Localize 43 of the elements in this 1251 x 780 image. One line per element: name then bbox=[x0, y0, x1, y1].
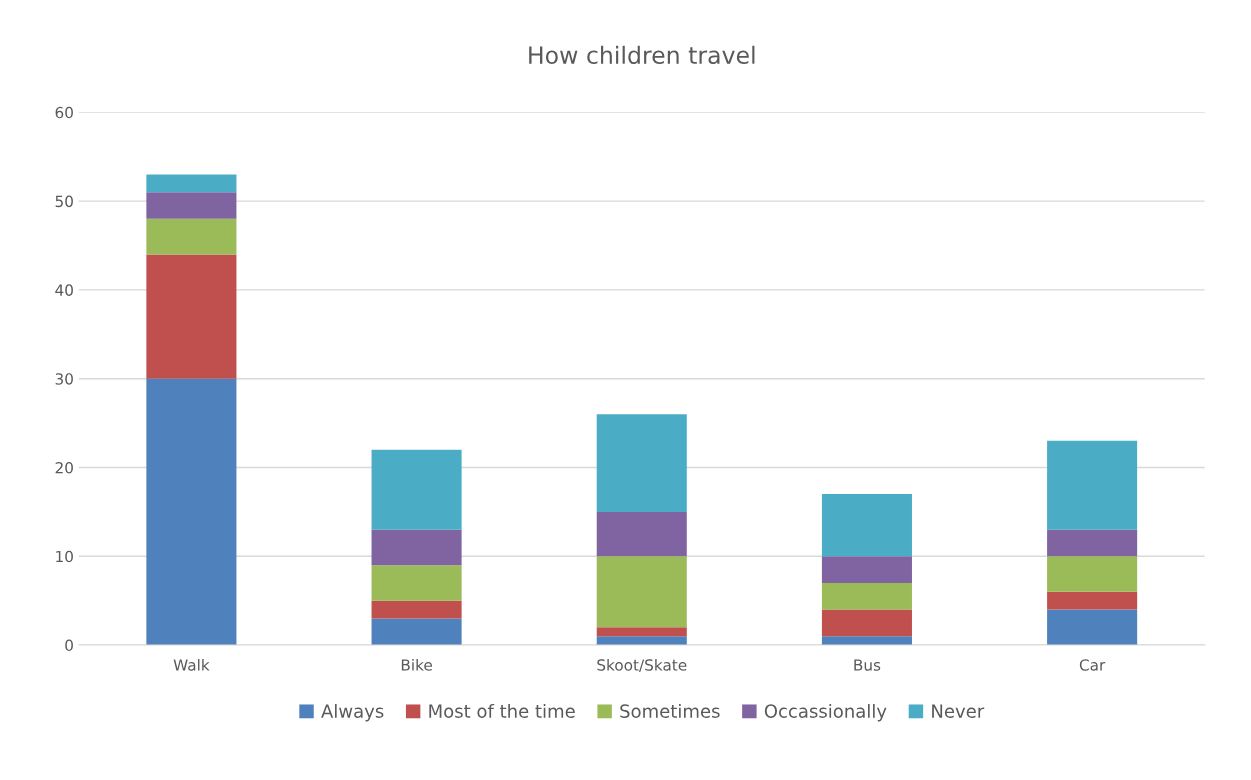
bar bbox=[596, 414, 687, 512]
bar bbox=[1047, 556, 1138, 592]
bar bbox=[371, 600, 462, 619]
bar bbox=[596, 511, 687, 557]
x-tick-label: Bike bbox=[401, 658, 432, 671]
bar bbox=[146, 254, 237, 379]
bar bbox=[1047, 529, 1138, 557]
x-tick-label: Skoot/Skate bbox=[597, 658, 687, 672]
bar bbox=[596, 556, 687, 628]
legend-label: Always bbox=[321, 703, 384, 722]
x-tick-label: Bus bbox=[854, 659, 881, 671]
bar bbox=[146, 378, 237, 646]
y-tick-label: 20 bbox=[55, 461, 73, 474]
y-tick-label: 60 bbox=[55, 106, 73, 119]
legend-label: Never bbox=[932, 704, 985, 718]
bar bbox=[1047, 609, 1138, 646]
bar bbox=[371, 565, 462, 601]
bar bbox=[371, 529, 462, 566]
y-tick-label: 50 bbox=[55, 195, 73, 208]
y-tick-label: 30 bbox=[55, 373, 73, 385]
legend-label: Sometimes bbox=[620, 703, 720, 718]
y-tick-label: 0 bbox=[65, 639, 73, 652]
bar bbox=[821, 556, 912, 583]
bar bbox=[371, 618, 462, 646]
bar bbox=[146, 192, 237, 219]
y-tick-label: 10 bbox=[56, 550, 73, 563]
bar bbox=[371, 449, 462, 530]
legend-label: Occassionally bbox=[764, 703, 887, 722]
y-tick-label: 40 bbox=[55, 284, 73, 296]
chart-title: How children travel bbox=[529, 45, 755, 65]
x-tick-label: Car bbox=[1079, 659, 1106, 671]
x-tick-label: Walk bbox=[173, 658, 210, 671]
bar bbox=[596, 627, 687, 637]
bar bbox=[821, 582, 912, 610]
bar bbox=[821, 494, 912, 557]
legend-label: Most of the time bbox=[429, 703, 575, 718]
bar bbox=[821, 609, 912, 637]
bar bbox=[146, 174, 237, 193]
bar bbox=[821, 636, 912, 646]
bar bbox=[1047, 440, 1138, 530]
bar bbox=[146, 218, 237, 255]
bar bbox=[1047, 591, 1138, 610]
bar bbox=[596, 636, 687, 646]
